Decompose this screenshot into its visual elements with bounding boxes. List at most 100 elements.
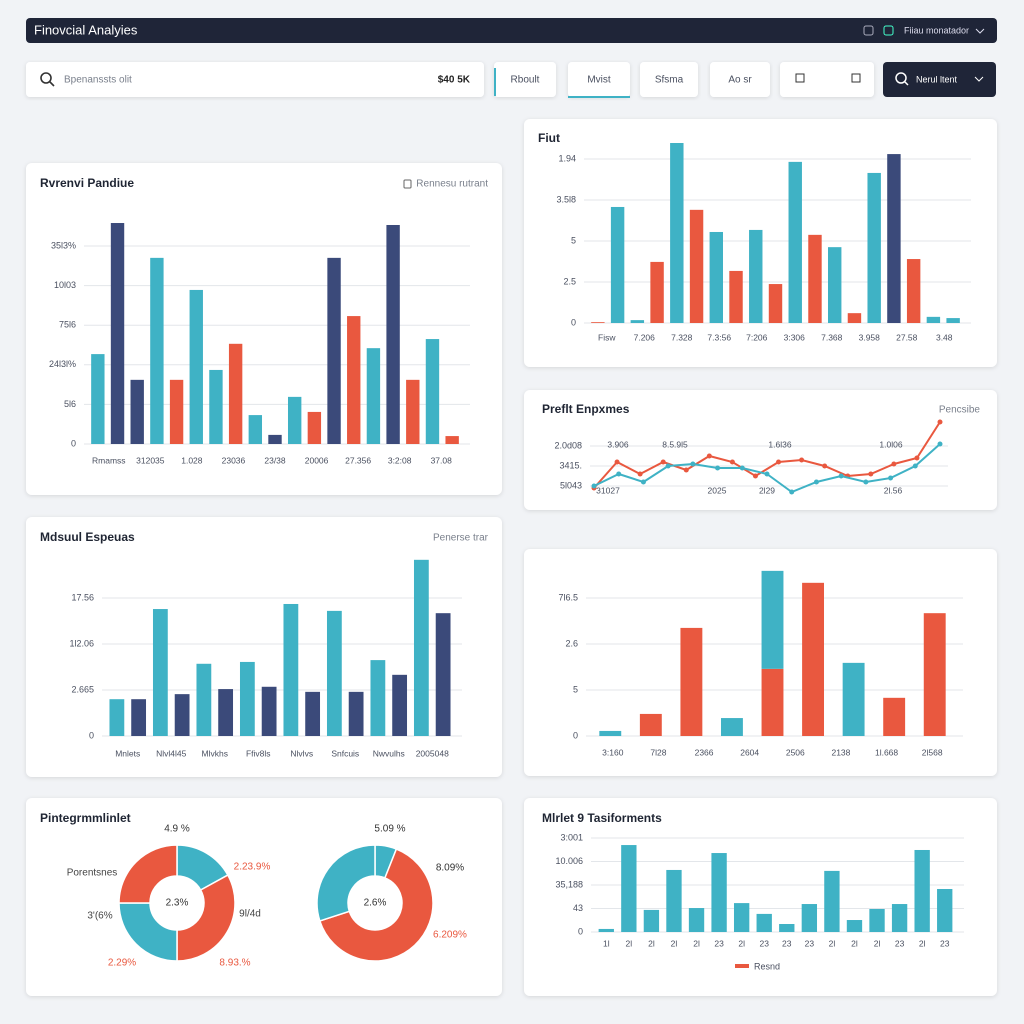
y-tick-label: 24l3l%: [49, 359, 76, 369]
bar: [670, 143, 684, 323]
x-tick-label: 2l: [738, 938, 745, 948]
button-accent: [568, 96, 630, 98]
header-icon[interactable]: [863, 25, 874, 36]
x-tick-label: 1l: [603, 938, 610, 948]
icon-button[interactable]: [780, 62, 874, 97]
x-tick-label: 2l: [626, 938, 633, 948]
point: [822, 463, 828, 469]
bar: [768, 284, 783, 323]
bar: [808, 234, 822, 323]
bar: [756, 913, 772, 932]
bar-segment: [680, 627, 703, 736]
y-tick-label: 2.6: [565, 638, 578, 648]
bar-segment: [923, 613, 946, 736]
point: [614, 459, 620, 465]
x-tick-label: 1l.668: [875, 747, 898, 757]
bar: [218, 689, 234, 736]
y-tick-label: 0: [89, 730, 94, 740]
x-tick-label: 3:306: [784, 332, 806, 342]
point: [706, 453, 712, 459]
toolbar-button-label: Ao sr: [728, 75, 752, 86]
y-tick-label: 0: [578, 926, 583, 936]
search-value: $40 5K: [438, 75, 471, 86]
bar: [435, 613, 451, 736]
bar: [630, 320, 645, 323]
y-tick-label: 43: [573, 903, 583, 913]
bar: [689, 209, 704, 323]
bar: [733, 903, 750, 932]
icon: [851, 73, 861, 83]
point: [665, 463, 671, 469]
header-icon[interactable]: [883, 25, 894, 36]
bar: [621, 845, 637, 932]
action-label: Nerul ltent: [916, 74, 958, 84]
x-tick-label: Ffiv8ls: [246, 748, 271, 758]
point: [776, 459, 782, 465]
panel: [26, 163, 502, 495]
toolbar-button[interactable]: [494, 62, 556, 97]
bar: [326, 610, 342, 736]
x-tick-label: 23: [714, 938, 724, 948]
bar: [846, 920, 863, 932]
y-tick-label: 0: [573, 730, 578, 740]
bar-segment: [639, 713, 662, 736]
x-tick-label: 7.3:56: [707, 332, 731, 342]
x-tick-label: Nwvulhs: [373, 748, 405, 758]
bar: [239, 661, 255, 736]
bar: [110, 223, 125, 444]
x-tick-label: 3.48: [936, 332, 953, 342]
header-menu[interactable]: Fiiau monatador: [904, 25, 969, 35]
point: [764, 471, 770, 477]
x-tick-label: 2138: [831, 747, 850, 757]
search-box[interactable]: [26, 62, 484, 97]
search-icon: [895, 72, 907, 84]
x-tick-label: 31027: [596, 485, 620, 495]
toolbar-button[interactable]: [640, 62, 698, 97]
x-tick-label: 7:206: [746, 332, 768, 342]
bar: [828, 247, 842, 323]
bar: [169, 379, 184, 444]
bar: [131, 699, 147, 736]
donut-label: 5.09 %: [374, 824, 405, 835]
search-placeholder: Bpenanssts olit: [64, 75, 132, 86]
bar: [261, 686, 277, 736]
y-tick-label: 2.0d08: [554, 440, 582, 450]
x-tick-label: 3.958: [859, 332, 881, 342]
panel: [524, 798, 997, 996]
donut-label: 6.209%: [433, 930, 467, 941]
x-tick-label: 23: [895, 938, 905, 948]
toolbar-button-label: Sfsma: [655, 75, 684, 86]
bar: [91, 354, 105, 444]
x-tick-label: 3:160: [602, 747, 624, 757]
chart-subtitle: Rennesu rutrant: [416, 179, 488, 190]
line: [593, 421, 941, 489]
bar: [209, 369, 223, 444]
action-button[interactable]: [883, 62, 996, 97]
y-tick-label: 10.006: [555, 856, 583, 866]
point: [868, 471, 874, 477]
y-tick-label: 5l043: [560, 480, 582, 490]
bar: [709, 231, 723, 323]
icon: [795, 73, 805, 83]
bar-segment: [842, 662, 865, 736]
x-tick-label: Nlvl4l45: [156, 748, 187, 758]
point: [813, 479, 819, 485]
bar-segment: [720, 718, 743, 736]
bar: [869, 908, 885, 932]
donut-segment: [118, 844, 178, 904]
donut-label: 9l/4d: [239, 909, 261, 920]
toolbar-button-label: Rboult: [511, 75, 540, 86]
bar: [150, 257, 164, 444]
toolbar-button[interactable]: [568, 62, 630, 97]
bar: [946, 318, 960, 323]
point: [637, 471, 643, 477]
chart-title: Mdsuul Espeuas: [40, 530, 135, 544]
point: [937, 441, 943, 447]
y-tick-label: 3:001: [560, 832, 583, 842]
bar: [688, 908, 705, 932]
bar: [711, 853, 727, 932]
y-tick-label: 5: [571, 235, 576, 245]
header-bar: [26, 18, 997, 43]
toolbar-button[interactable]: [710, 62, 770, 97]
